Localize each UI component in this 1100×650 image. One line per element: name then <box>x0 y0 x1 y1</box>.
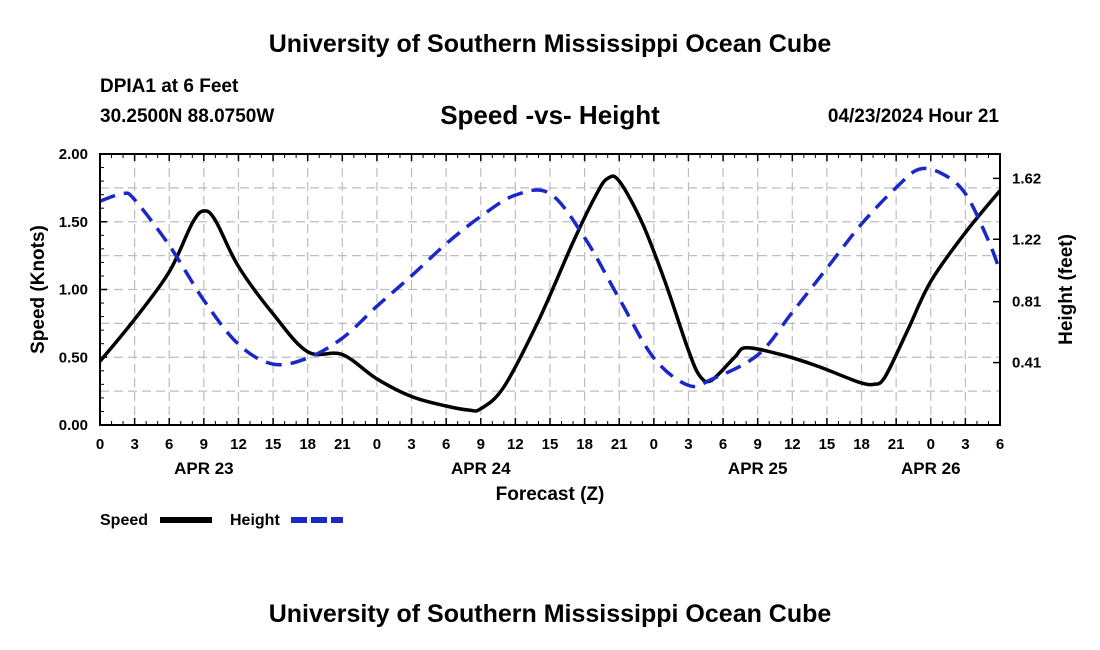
x-tick-label: 12 <box>230 436 247 453</box>
series-layer <box>98 166 1002 413</box>
x-tick-label: 3 <box>407 436 415 453</box>
y2-axis-label: Height (feet) <box>1056 234 1077 345</box>
x-tick-label: 6 <box>996 436 1004 453</box>
x-tick-label: 0 <box>373 436 381 453</box>
y2-tick-label: 0.81 <box>1012 294 1041 311</box>
y-tick-label: 2.00 <box>59 146 88 163</box>
y2-tick-label: 1.22 <box>1012 231 1041 248</box>
legend-label-speed: Speed <box>100 512 148 529</box>
x-tick-label: 3 <box>130 436 138 453</box>
forecast-datetime: 04/23/2024 Hour 21 <box>827 106 999 127</box>
x-tick-label: 3 <box>961 436 969 453</box>
date-label: APR 26 <box>901 459 961 478</box>
x-tick-label: 18 <box>299 436 316 453</box>
date-label: APR 23 <box>174 459 234 478</box>
x-tick-label: 6 <box>719 436 727 453</box>
y-tick-label: 1.00 <box>59 282 88 299</box>
series-line-height <box>99 166 1002 389</box>
x-tick-label: 21 <box>611 436 628 453</box>
y-tick-label: 1.50 <box>59 214 88 231</box>
x-tick-label: 15 <box>265 436 282 453</box>
x-tick-label: 18 <box>853 436 870 453</box>
legend: Speed Height <box>100 512 343 529</box>
y-tick-label: 0.00 <box>59 417 88 434</box>
y-tick-label: 0.50 <box>59 349 88 366</box>
x-tick-label: 9 <box>477 436 485 453</box>
x-tick-label: 0 <box>927 436 935 453</box>
speed-height-chart: 0 3 6 9 12 15 18 21 0 3 6 9 12 15 18 21 0 3 6 9 12 15 18 21 0 3 6A… <box>28 146 1077 529</box>
x-tick-label: 9 <box>200 436 208 453</box>
x-tick-label: 6 <box>442 436 450 453</box>
x-tick-label: 15 <box>542 436 559 453</box>
x-axis-label: Forecast (Z) <box>496 484 605 505</box>
x-tick-label: 9 <box>754 436 762 453</box>
x-tick-label: 12 <box>507 436 524 453</box>
page-title: University of Southern Mississippi Ocean… <box>268 30 832 58</box>
x-tick-label: 3 <box>684 436 692 453</box>
x-tick-label: 18 <box>576 436 593 453</box>
series-line-speed <box>98 174 1002 413</box>
y2-tick-label: 1.62 <box>1012 170 1041 187</box>
x-tick-label: 15 <box>819 436 836 453</box>
coordinates-label: 30.2500N 88.0750W <box>100 106 275 127</box>
y-axis-label: Speed (Knots) <box>28 225 49 354</box>
x-tick-label: 21 <box>888 436 905 453</box>
footer-title: University of Southern Mississippi Ocean… <box>268 600 832 628</box>
y2-tick-label: 0.41 <box>1012 355 1041 372</box>
x-tick-label: 6 <box>165 436 173 453</box>
legend-label-height: Height <box>230 512 280 529</box>
date-label: APR 25 <box>728 459 788 478</box>
x-tick-label: 12 <box>784 436 801 453</box>
x-tick-label: 21 <box>334 436 351 453</box>
x-tick-label: 0 <box>96 436 104 453</box>
date-label: APR 24 <box>451 459 511 478</box>
x-tick-label: 0 <box>650 436 658 453</box>
station-label: DPIA1 at 6 Feet <box>100 76 239 97</box>
axes-layer: 0 3 6 9 12 15 18 21 0 3 6 9 12 15 18 21 0 3 6 9 12 15 18 21 0 3 6A… <box>28 146 1077 505</box>
chart-subtitle: Speed -vs- Height <box>440 100 660 130</box>
